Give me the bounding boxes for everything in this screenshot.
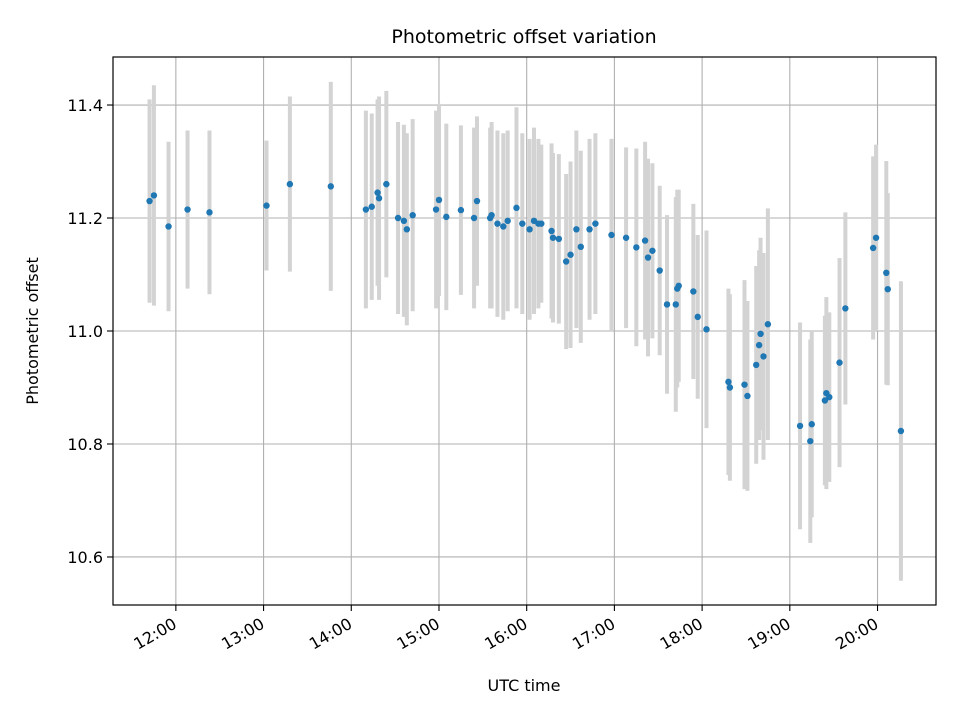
data-point bbox=[184, 206, 191, 213]
data-point bbox=[488, 211, 495, 219]
data-point bbox=[432, 206, 440, 213]
data-point bbox=[752, 361, 760, 369]
data-point bbox=[362, 206, 370, 213]
data-point bbox=[577, 243, 584, 251]
data-point bbox=[562, 258, 570, 265]
y-axis-label: Photometric offset bbox=[23, 257, 42, 405]
chart-title: Photometric offset variation bbox=[391, 26, 656, 48]
data-point bbox=[504, 217, 511, 225]
data-point bbox=[757, 330, 764, 338]
data-point bbox=[513, 204, 520, 212]
y-tick-label: 11.2 bbox=[67, 209, 103, 228]
data-point bbox=[374, 189, 381, 196]
data-point bbox=[826, 393, 833, 401]
data-point bbox=[869, 244, 877, 252]
data-point bbox=[690, 288, 697, 295]
data-point bbox=[403, 226, 411, 233]
y-tick-label: 11.0 bbox=[67, 322, 103, 341]
data-point bbox=[567, 251, 574, 258]
data-point bbox=[409, 211, 416, 219]
data-point bbox=[443, 213, 450, 221]
data-point bbox=[586, 226, 593, 233]
data-point bbox=[836, 359, 843, 366]
data-point bbox=[726, 384, 734, 391]
data-point bbox=[383, 180, 390, 188]
data-point bbox=[327, 183, 335, 190]
gridlines bbox=[113, 57, 936, 605]
data-point bbox=[573, 226, 580, 233]
data-point bbox=[672, 301, 679, 308]
data-point bbox=[538, 220, 545, 227]
data-point bbox=[494, 220, 501, 227]
data-point bbox=[435, 196, 443, 204]
data-point bbox=[548, 227, 555, 235]
y-tick-label: 10.8 bbox=[67, 435, 103, 454]
data-point bbox=[872, 234, 880, 241]
data-point bbox=[592, 220, 599, 227]
data-point bbox=[375, 195, 383, 202]
data-point bbox=[146, 197, 153, 205]
data-point bbox=[842, 305, 849, 312]
data-point bbox=[633, 244, 640, 251]
y-tick-label: 11.4 bbox=[67, 96, 103, 115]
data-point bbox=[641, 237, 649, 244]
data-point bbox=[457, 206, 465, 214]
data-point bbox=[555, 235, 563, 243]
data-point bbox=[473, 197, 481, 205]
data-point bbox=[526, 226, 533, 233]
data-point bbox=[883, 269, 890, 277]
data-point bbox=[755, 341, 763, 349]
y-tick-label: 10.6 bbox=[67, 548, 103, 567]
data-point bbox=[286, 180, 294, 188]
data-point bbox=[725, 378, 732, 386]
data-point bbox=[764, 321, 772, 328]
data-point bbox=[649, 247, 656, 254]
data-point bbox=[694, 313, 701, 321]
data-point bbox=[394, 214, 402, 222]
data-points bbox=[146, 180, 905, 445]
data-point bbox=[549, 234, 557, 241]
data-point bbox=[675, 282, 682, 290]
data-point bbox=[165, 223, 172, 230]
data-point bbox=[663, 301, 671, 308]
data-point bbox=[808, 421, 815, 428]
data-point bbox=[150, 192, 158, 199]
data-point bbox=[400, 217, 408, 225]
x-axis-label: UTC time bbox=[488, 676, 561, 695]
data-point bbox=[644, 254, 652, 261]
data-point bbox=[821, 397, 829, 404]
data-point bbox=[796, 422, 804, 430]
data-point bbox=[656, 267, 663, 274]
data-point bbox=[368, 203, 375, 210]
data-point bbox=[741, 381, 748, 388]
data-point bbox=[622, 234, 630, 241]
data-point bbox=[608, 231, 615, 239]
data-point bbox=[744, 392, 751, 400]
data-point bbox=[760, 353, 767, 360]
data-point bbox=[500, 223, 507, 230]
data-point bbox=[263, 202, 270, 209]
data-point bbox=[703, 326, 710, 333]
data-point bbox=[897, 427, 905, 435]
data-point bbox=[519, 220, 526, 227]
data-point bbox=[206, 209, 213, 216]
data-point bbox=[884, 285, 891, 293]
data-point bbox=[470, 214, 478, 222]
y-axis-ticks: 10.6 10.8 11.0 11.2 11.4 bbox=[67, 96, 113, 567]
data-point bbox=[807, 437, 814, 445]
